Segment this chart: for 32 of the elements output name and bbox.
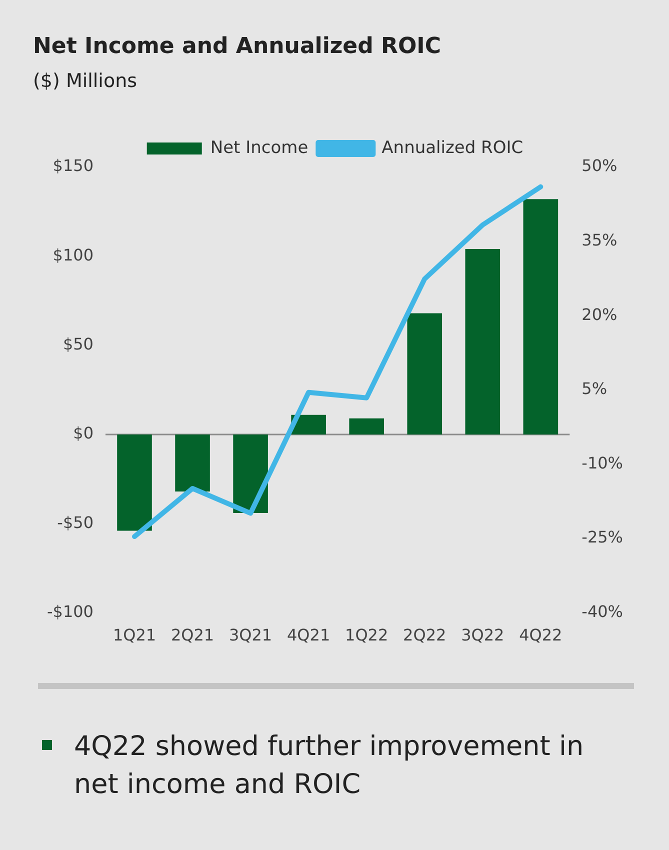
- bar: [523, 199, 558, 434]
- y2-tick-label: -40%: [582, 602, 624, 621]
- y2-tick-label: 50%: [582, 156, 618, 176]
- x-tick-label: 2Q21: [170, 626, 214, 645]
- x-tick-label: 2Q22: [403, 626, 446, 645]
- legend-label: Net Income: [210, 138, 308, 158]
- bar: [117, 434, 152, 531]
- y-tick-label: -$50: [57, 512, 94, 532]
- x-tick-label: 3Q21: [228, 626, 272, 645]
- y-tick-label: $100: [52, 245, 94, 264]
- chart-title: Net Income and Annualized ROIC: [33, 34, 441, 59]
- y-tick-label: $150: [52, 156, 94, 176]
- y2-tick-label: 20%: [582, 304, 618, 324]
- chart-subtitle: ($) Millions: [33, 70, 138, 92]
- y-tick-label: -$100: [46, 602, 94, 621]
- bar: [465, 249, 500, 434]
- bar: [407, 313, 442, 434]
- y2-tick-label: 5%: [582, 379, 608, 398]
- x-tick-label: 3Q22: [461, 626, 504, 645]
- bar: [175, 434, 210, 492]
- y-tick-label: $50: [62, 334, 94, 354]
- y-tick-label: $0: [73, 424, 94, 443]
- text: 4Q22 showed further improvement in net income and ROIC: [74, 730, 585, 802]
- x-tick-label: 1Q21: [112, 626, 156, 645]
- y2-tick-label: -10%: [582, 453, 624, 472]
- x-tick-label: 4Q21: [286, 626, 330, 645]
- y2-tick-label: 35%: [582, 230, 618, 250]
- x-tick-label: 4Q22: [519, 626, 562, 645]
- bar: [349, 418, 384, 434]
- legend-label: Annualized ROIC: [382, 138, 524, 158]
- x-tick-label: 1Q22: [345, 626, 388, 645]
- y2-tick-label: -25%: [582, 528, 624, 547]
